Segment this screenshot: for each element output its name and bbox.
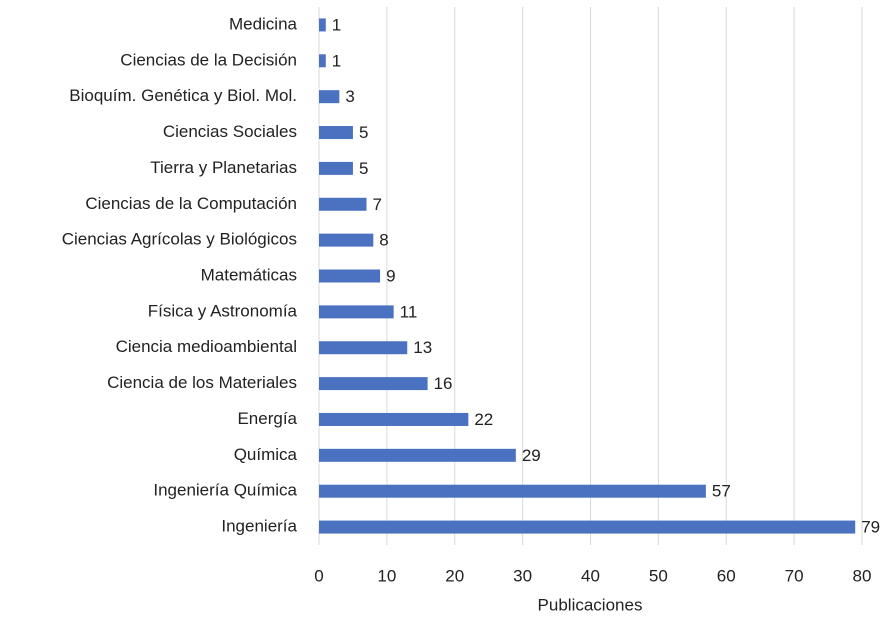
bar (319, 412, 469, 426)
x-tick-label: 10 (377, 566, 396, 585)
y-tick-label: Ciencias de la Decisión (120, 50, 297, 69)
bar (319, 484, 706, 498)
y-tick-label: Ciencia medioambiental (116, 337, 297, 356)
y-tick-label: Energía (237, 409, 297, 428)
data-label: 1 (332, 51, 341, 70)
data-label: 5 (359, 159, 368, 178)
bar (319, 126, 353, 140)
bar (319, 377, 428, 391)
y-tick-label: Bioquím. Genética y Biol. Mol. (69, 86, 297, 105)
bar (319, 520, 856, 534)
data-label: 7 (373, 195, 382, 214)
y-tick-label: Física y Astronomía (148, 301, 298, 320)
x-axis-label: Publicaciones (538, 595, 643, 614)
data-label: 1 (332, 15, 341, 34)
bar (319, 305, 394, 319)
bar (319, 18, 326, 32)
data-label: 22 (474, 410, 493, 429)
data-label: 13 (413, 338, 432, 357)
y-tick-label: Medicina (229, 14, 298, 33)
y-tick-label: Ingeniería (221, 517, 297, 536)
bar (319, 197, 367, 211)
y-tick-label: Química (234, 445, 298, 464)
data-label: 57 (712, 482, 731, 501)
y-tick-label: Matemáticas (201, 265, 297, 284)
data-label: 5 (359, 123, 368, 142)
y-tick-label: Ciencias Sociales (163, 122, 297, 141)
x-tick-label: 0 (314, 566, 323, 585)
bar (319, 161, 353, 175)
x-tick-label: 50 (649, 566, 668, 585)
x-tick-label: 60 (717, 566, 736, 585)
data-label: 79 (861, 518, 880, 537)
bar (319, 448, 516, 462)
x-tick-label: 40 (581, 566, 600, 585)
data-label: 16 (434, 374, 453, 393)
bar (319, 90, 340, 104)
y-tick-label: Ciencia de los Materiales (107, 373, 297, 392)
y-tick-label: Tierra y Planetarias (150, 158, 297, 177)
y-tick-label: Ingeniería Química (153, 481, 297, 500)
data-label: 11 (400, 302, 418, 321)
y-tick-label: Ciencias Agrícolas y Biológicos (62, 230, 297, 249)
x-tick-label: 80 (853, 566, 872, 585)
data-label: 3 (345, 87, 354, 106)
data-label: 8 (379, 231, 388, 250)
x-tick-label: 70 (785, 566, 804, 585)
x-tick-label: 20 (445, 566, 464, 585)
data-label: 9 (386, 266, 395, 285)
x-tick-label: 30 (513, 566, 532, 585)
data-label: 29 (522, 446, 541, 465)
y-tick-label: Ciencias de la Computación (85, 194, 297, 213)
bar (319, 341, 408, 355)
bar (319, 233, 374, 247)
bar (319, 54, 326, 68)
bar (319, 269, 381, 283)
